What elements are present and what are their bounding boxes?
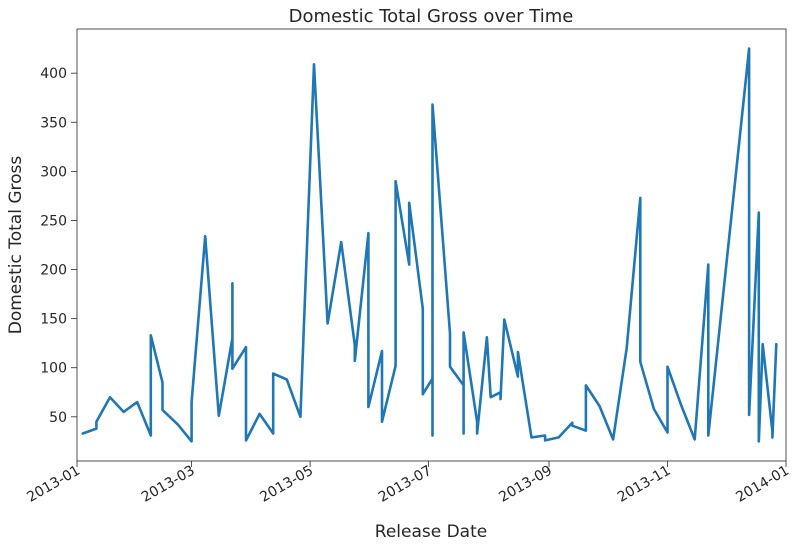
y-tick-label: 200 xyxy=(40,263,67,279)
x-tick-label: 2013-11 xyxy=(615,463,674,506)
x-axis-label: Release Date xyxy=(375,522,487,542)
x-tick-label: 2013-01 xyxy=(24,463,83,506)
series-layer xyxy=(81,47,778,443)
x-tick-label: 2013-09 xyxy=(496,463,555,506)
x-tick-label: 2013-03 xyxy=(139,463,198,506)
y-tick-label: 350 xyxy=(40,115,67,131)
y-axis: 50 100 150 200 250 300 350 400 xyxy=(40,66,77,426)
series-line xyxy=(81,47,778,443)
y-tick-label: 300 xyxy=(40,164,67,180)
y-tick-label: 150 xyxy=(40,312,67,328)
x-tick-label: 2013-07 xyxy=(376,463,435,506)
x-axis: 2013-01 2013-03 2013-05 2013-07 2013-09 2013-… xyxy=(24,461,792,506)
x-tick-label: 2013-05 xyxy=(257,463,316,506)
y-tick-label: 100 xyxy=(40,361,67,377)
y-tick-label: 400 xyxy=(40,66,67,82)
y-tick-label: 50 xyxy=(49,410,67,426)
x-tick-label: 2014-01 xyxy=(733,463,792,506)
y-tick-label: 250 xyxy=(40,213,67,229)
y-axis-label: Domestic Total Gross xyxy=(6,156,26,335)
plot-area-frame xyxy=(76,28,787,462)
chart-title: Domestic Total Gross over Time xyxy=(289,6,574,27)
